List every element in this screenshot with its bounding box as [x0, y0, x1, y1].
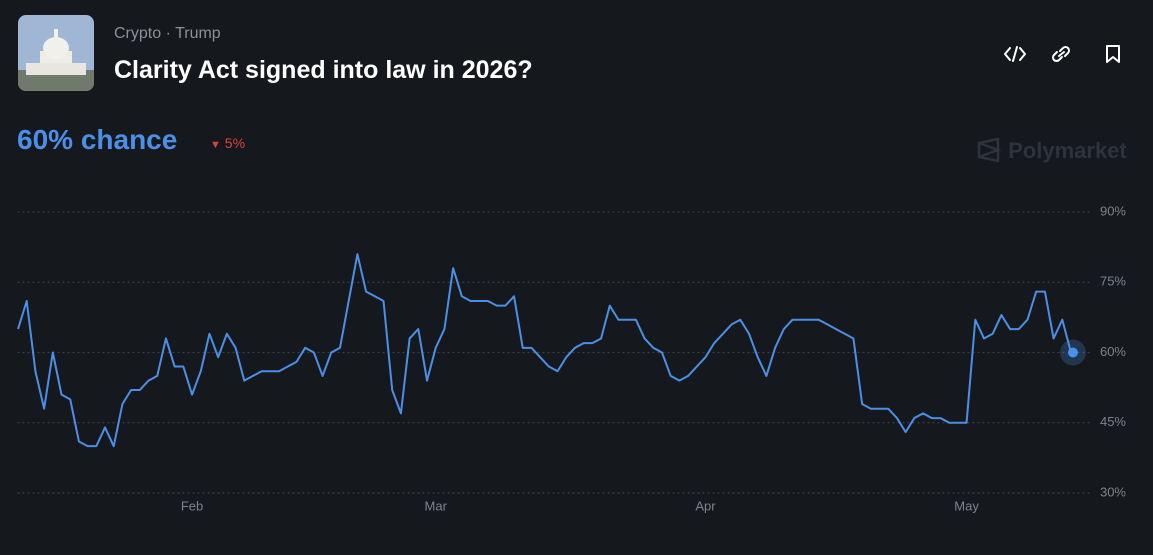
- capitol-icon: [18, 15, 94, 91]
- tag[interactable]: Trump: [175, 25, 221, 42]
- watermark: Polymarket: [976, 137, 1127, 164]
- brand-name: Polymarket: [1008, 138, 1127, 163]
- change: ▼ 5%: [210, 135, 246, 151]
- breadcrumb: Crypto · Trump: [114, 25, 221, 42]
- bookmark-button[interactable]: [1106, 45, 1120, 63]
- y-tick-label: 90%: [1100, 203, 1126, 218]
- end-dot: [1068, 347, 1078, 358]
- x-tick-label: Apr: [695, 498, 716, 513]
- change-value: 5%: [224, 135, 246, 151]
- y-tick-label: 30%: [1100, 484, 1126, 499]
- market-title: Clarity Act signed into law in 2026?: [114, 56, 533, 84]
- x-tick-label: Feb: [181, 498, 203, 513]
- embed-button[interactable]: [1004, 46, 1026, 62]
- x-tick-label: Mar: [425, 498, 448, 513]
- x-tick-label: May: [954, 498, 979, 513]
- chance: 60% chance: [17, 124, 178, 155]
- y-tick-label: 75%: [1100, 274, 1126, 289]
- y-tick-label: 45%: [1100, 414, 1126, 429]
- actions: [1003, 42, 1133, 71]
- category[interactable]: Crypto: [114, 25, 162, 42]
- market-image: [18, 15, 94, 91]
- price-line: [17, 253, 1072, 448]
- link-button[interactable]: [1051, 45, 1071, 63]
- logo: [977, 137, 1002, 163]
- action-icons: [1004, 45, 1120, 63]
- y-tick-label: 60%: [1100, 344, 1126, 359]
